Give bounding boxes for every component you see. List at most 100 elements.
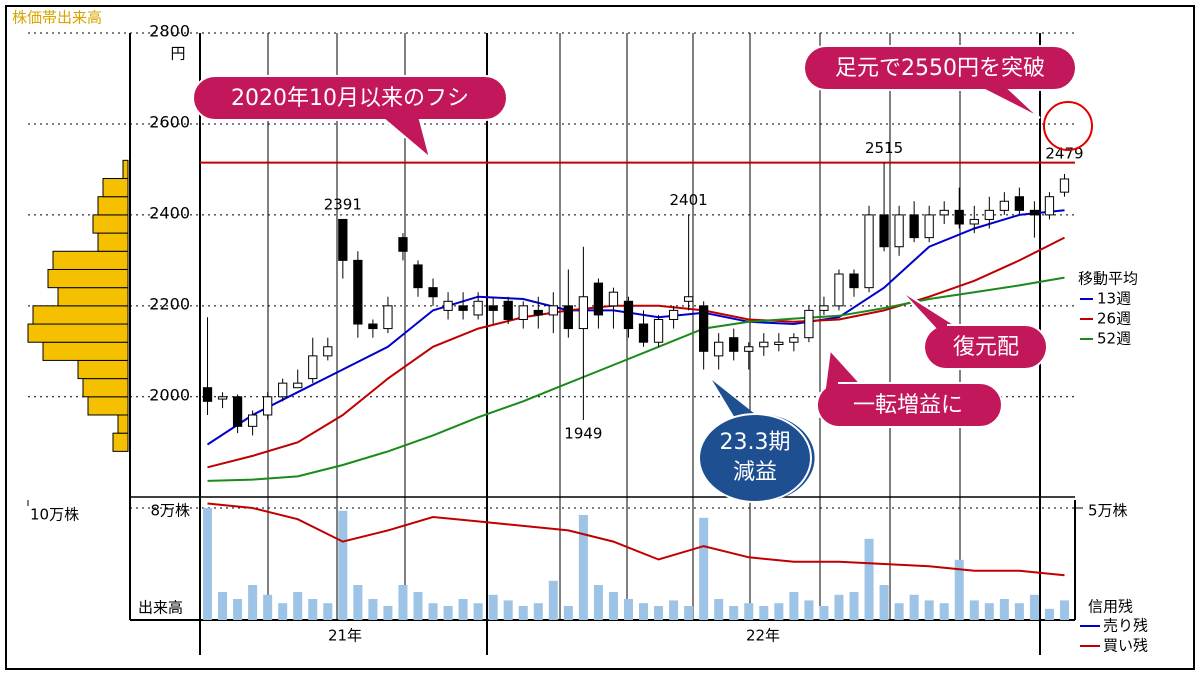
volume-bar xyxy=(503,600,513,620)
candle-body xyxy=(653,318,664,343)
candle-body xyxy=(458,305,468,311)
volume-bar xyxy=(233,599,243,620)
callout: 一転増益に xyxy=(815,347,1003,428)
candle-body xyxy=(293,382,303,389)
volume-bar xyxy=(323,603,333,620)
volume-bar xyxy=(548,580,558,620)
volume-bar xyxy=(473,603,483,620)
candle-body xyxy=(608,291,619,307)
profile-bar xyxy=(77,359,129,380)
callout: 足元で2550円を突破 xyxy=(803,45,1077,119)
callout-text: 復元配 xyxy=(953,335,1019,360)
volume-bar xyxy=(969,600,979,620)
profile-bar xyxy=(52,250,129,270)
price-label: 2401 xyxy=(670,191,708,209)
candle-body xyxy=(1044,196,1055,216)
volume-bar xyxy=(353,585,363,620)
price-label: 2515 xyxy=(865,139,903,157)
candle-body xyxy=(308,355,318,380)
candle-body xyxy=(774,341,784,345)
chart-title: 株価帯出来高 xyxy=(12,9,102,27)
candle-body xyxy=(413,264,423,289)
volume-bar xyxy=(458,599,468,620)
volume-bar xyxy=(533,603,543,620)
candle-body xyxy=(939,209,949,216)
legend-title: 信用残 xyxy=(1088,598,1133,616)
volume-bar xyxy=(894,603,904,620)
volume-bar xyxy=(563,606,573,620)
volume-bar xyxy=(308,599,318,620)
profile-bar xyxy=(32,305,129,325)
volume-bar xyxy=(774,603,784,620)
candle-body xyxy=(834,273,844,307)
volume-bar xyxy=(1059,600,1069,620)
profile-bar xyxy=(87,396,129,416)
volume-bar xyxy=(684,606,694,620)
volume-bar xyxy=(714,599,724,620)
volume-bar xyxy=(518,606,528,620)
candle-body xyxy=(368,323,378,330)
volume-bar xyxy=(639,603,649,620)
candle-body xyxy=(879,214,889,248)
candle-body xyxy=(699,305,709,352)
volume-bar xyxy=(398,585,408,620)
volume-bar xyxy=(729,606,739,620)
volume-bar xyxy=(488,594,498,620)
volume-bar xyxy=(443,606,453,620)
profile-bar xyxy=(122,159,129,180)
volume-bar xyxy=(954,559,964,620)
candle-body xyxy=(338,218,348,261)
candle-body xyxy=(398,237,408,252)
volume-bar xyxy=(819,606,829,620)
profile-bar xyxy=(97,232,129,252)
volume-bar xyxy=(939,603,949,620)
candle-body xyxy=(909,214,919,239)
volume-bar xyxy=(654,606,664,620)
candle-body xyxy=(278,382,288,398)
volume-bar xyxy=(759,606,769,620)
callout: 復元配 xyxy=(899,289,1048,371)
price-label: 2391 xyxy=(324,195,362,213)
volume-bar xyxy=(593,585,603,620)
legend-label: 買い残 xyxy=(1103,637,1148,655)
volume-bar xyxy=(383,606,393,620)
legend-label: 13週 xyxy=(1097,290,1131,308)
profile-bar xyxy=(57,287,129,307)
volume-bar xyxy=(1029,594,1039,620)
profile-bar xyxy=(117,414,129,434)
volume-bar xyxy=(849,592,859,620)
profile-bar xyxy=(97,196,129,216)
volume-bar xyxy=(864,538,874,620)
profile-bar xyxy=(92,214,129,234)
target-circle xyxy=(1043,101,1093,151)
year-label: 22年 xyxy=(746,627,780,645)
ma-line xyxy=(207,236,1065,469)
candle-body xyxy=(232,396,243,427)
volume-title: 出来高 xyxy=(138,599,183,617)
candle-body xyxy=(894,214,904,248)
candle-body xyxy=(623,300,634,330)
candle-body xyxy=(383,305,393,330)
candle-body xyxy=(353,259,363,325)
volume-bar xyxy=(744,603,754,620)
candle-body xyxy=(1014,196,1025,211)
candle-body xyxy=(819,305,829,311)
candle-body xyxy=(714,341,724,357)
candle-body xyxy=(428,287,438,298)
candle-body xyxy=(984,209,994,220)
volume-bar xyxy=(263,594,273,620)
volume-bar xyxy=(248,585,258,620)
candle-body xyxy=(488,305,498,311)
candle-body xyxy=(849,273,859,289)
volume-bar xyxy=(578,515,588,620)
volume-bar xyxy=(879,585,889,620)
candle-body xyxy=(247,414,258,427)
candle-body xyxy=(443,300,453,311)
volume-bar xyxy=(699,517,709,620)
price-label: 1949 xyxy=(564,424,602,442)
callout-text: 減益 xyxy=(733,460,777,485)
y-tick-label: 2200 xyxy=(149,294,190,313)
margin-line xyxy=(207,502,1065,577)
